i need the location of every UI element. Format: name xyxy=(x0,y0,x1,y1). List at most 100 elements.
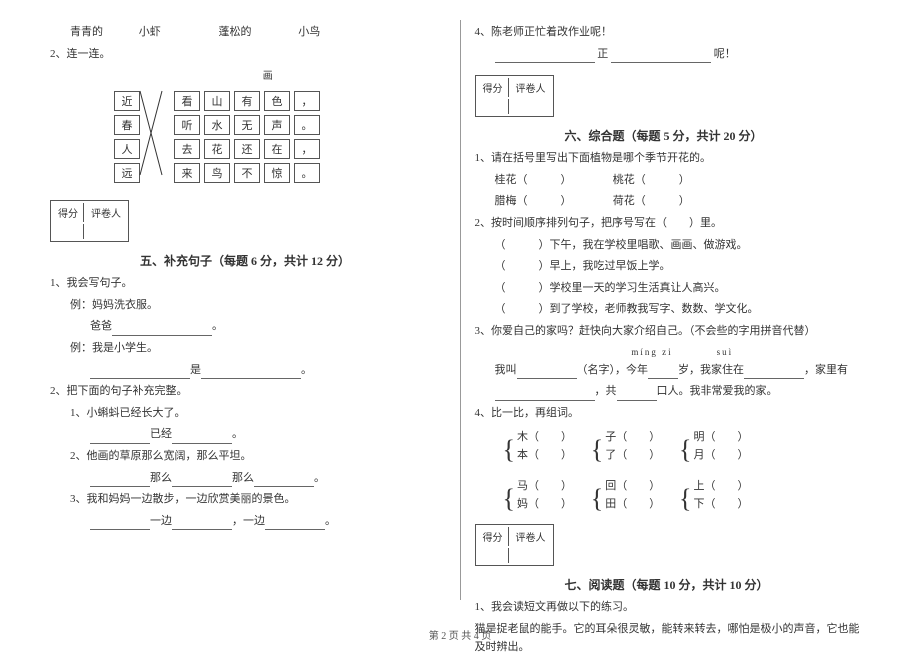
brace-group: {回（ ）田（ ） xyxy=(591,477,660,514)
label: ，一边 xyxy=(232,515,265,527)
q5-1-ex2: 例：我是小学生。 xyxy=(50,340,446,358)
q6-2-l2: （ ）早上，我吃过早饭上学。 xyxy=(475,258,871,276)
plant: 桃花（ xyxy=(613,174,646,186)
item: 月（ ） xyxy=(693,446,748,464)
blank[interactable] xyxy=(265,517,325,530)
brace-icon: { xyxy=(591,435,603,464)
blank[interactable] xyxy=(648,366,678,379)
q5-2-2: 2、他画的草原那么宽阔，那么平坦。 xyxy=(50,448,446,466)
word-row: 青青的 小虾 蓬松的 小鸟 xyxy=(50,24,446,42)
blank[interactable] xyxy=(172,474,232,487)
column-divider xyxy=(460,20,461,600)
q6-3-text2: ，共口人。我非常爱我的家。 xyxy=(475,383,871,401)
match-lines xyxy=(136,77,186,187)
cell: 。 xyxy=(294,163,320,183)
brace-group: {子（ ）了（ ） xyxy=(591,428,660,465)
t: 口人。我非常爱我的家。 xyxy=(657,385,778,397)
blank[interactable] xyxy=(611,50,711,63)
cell: 无 xyxy=(234,115,260,135)
blank[interactable] xyxy=(90,517,150,530)
worksheet-page: 青青的 小虾 蓬松的 小鸟 2、连一连。 画 近 看 山 有 色 ， xyxy=(40,20,880,600)
blank[interactable] xyxy=(201,366,301,379)
cell: 。 xyxy=(294,115,320,135)
blank[interactable] xyxy=(90,431,150,444)
t: ，家里有 xyxy=(804,364,848,376)
reviewer-label: 评卷人 xyxy=(511,78,551,97)
label: 正 xyxy=(597,48,608,60)
plant: 桂花（ xyxy=(495,174,528,186)
q5-2-3a: 一边，一边。 xyxy=(50,513,446,531)
blank[interactable] xyxy=(744,366,804,379)
q6-2-l1: （ ）下午，我在学校里唱歌、画画、做游戏。 xyxy=(475,237,871,255)
q5-2-1a: 已经。 xyxy=(50,426,446,444)
plants-row2: 腊梅（ ） 荷花（ ） xyxy=(475,193,871,211)
word: 蓬松的 xyxy=(219,26,252,38)
cell: 声 xyxy=(264,115,290,135)
q5-2-3: 3、我和妈妈一边散步，一边欣赏美丽的景色。 xyxy=(50,491,446,509)
blank[interactable] xyxy=(172,431,232,444)
q6-1: 1、请在括号里写出下面植物是哪个季节开花的。 xyxy=(475,150,871,168)
plant: 荷花（ xyxy=(613,195,646,207)
section-7-title: 七、阅读题（每题 10 分，共计 10 分） xyxy=(565,576,871,593)
cell: 鸟 xyxy=(204,163,230,183)
section-5-title: 五、补充句子（每题 6 分，共计 12 分） xyxy=(140,252,446,269)
paren: ） xyxy=(561,195,567,207)
brace-icon: { xyxy=(591,484,603,513)
match-table-wrap: 画 近 看 山 有 色 ， 春 听 水 无 声 xyxy=(50,67,446,187)
blank[interactable] xyxy=(254,474,314,487)
score-label: 得分 xyxy=(478,527,509,546)
brace-group: {上（ ）下（ ） xyxy=(679,477,748,514)
item: 上（ ） xyxy=(693,477,748,495)
blank[interactable] xyxy=(90,474,150,487)
q6-2-l3: （ ）学校里一天的学习生活真让人高兴。 xyxy=(475,280,871,298)
q7-1: 1、我会读短文再做以下的练习。 xyxy=(475,599,871,617)
item: 子（ ） xyxy=(605,428,660,446)
label: 爸爸 xyxy=(90,320,112,332)
plant: 腊梅（ xyxy=(495,195,528,207)
q6-3-text: 我叫（名字），今年岁，我家住在，家里有 xyxy=(475,362,871,380)
label: 那么 xyxy=(232,472,254,484)
label: 那么 xyxy=(150,472,172,484)
blank[interactable] xyxy=(90,366,190,379)
score-box: 得分评卷人 xyxy=(50,200,129,242)
item: 木（ ） xyxy=(517,428,572,446)
label: 一边 xyxy=(150,515,172,527)
cell: 花 xyxy=(204,139,230,159)
blank[interactable] xyxy=(172,517,232,530)
item: 明（ ） xyxy=(693,428,748,446)
score-label: 得分 xyxy=(53,203,84,222)
q6-4: 4、比一比，再组词。 xyxy=(475,405,871,423)
label: 已经 xyxy=(150,428,172,440)
q5-1-a2: 是。 xyxy=(50,362,446,380)
q6-2-l4: （ ）到了学校，老师教我写字、数数、学文化。 xyxy=(475,301,871,319)
brace-row-2: {马（ ）妈（ ） {回（ ）田（ ） {上（ ）下（ ） xyxy=(475,475,871,516)
brace-row-1: {木（ ）本（ ） {子（ ）了（ ） { 明（ ）月（ ） xyxy=(475,426,871,467)
paren: ） xyxy=(561,174,567,186)
word: 小虾 xyxy=(139,26,161,38)
label: 呢！ xyxy=(714,48,736,60)
plants-row1: 桂花（ ） 桃花（ ） xyxy=(475,172,871,190)
cell: 水 xyxy=(204,115,230,135)
q6-3: 3、你爱自己的家吗？赶快向大家介绍自己。（不会些的字用拼音代替） xyxy=(475,323,871,341)
section-6-title: 六、综合题（每题 5 分，共计 20 分） xyxy=(565,127,871,144)
cell: 还 xyxy=(234,139,260,159)
blank[interactable] xyxy=(495,50,595,63)
score-label: 得分 xyxy=(478,78,509,97)
cell: ， xyxy=(294,139,320,159)
brace-icon: { xyxy=(503,435,515,464)
item: 下（ ） xyxy=(693,495,748,513)
q5-2: 2、把下面的句子补充完整。 xyxy=(50,383,446,401)
brace-group: {木（ ）本（ ） xyxy=(503,428,572,465)
item: 妈（ ） xyxy=(517,495,572,513)
item: 田（ ） xyxy=(605,495,660,513)
cell: 有 xyxy=(234,91,260,111)
blank[interactable] xyxy=(517,366,577,379)
q2-label: 2、连一连。 xyxy=(50,46,446,64)
q5-1-ex1: 例：妈妈洗衣服。 xyxy=(50,297,446,315)
q6-2: 2、按时间顺序排列句子，把序号写在（ ）里。 xyxy=(475,215,871,233)
blank[interactable] xyxy=(617,388,657,401)
label: 是 xyxy=(190,364,201,376)
blank[interactable] xyxy=(112,323,212,336)
blank[interactable] xyxy=(495,388,595,401)
reviewer-label: 评卷人 xyxy=(511,527,551,546)
